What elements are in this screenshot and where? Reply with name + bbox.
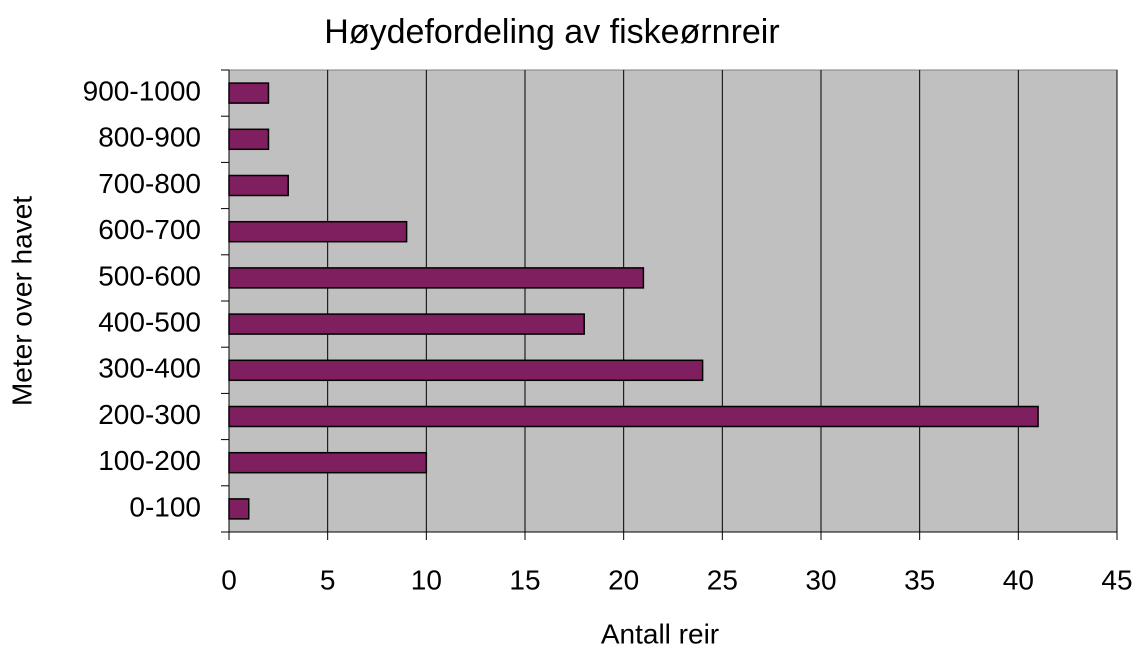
y-tick-label: 400-500 [98, 306, 201, 337]
x-tick-label: 0 [221, 564, 237, 595]
y-tick-label: 900-1000 [83, 75, 201, 106]
y-tick-label: 800-900 [98, 122, 201, 153]
bar [228, 405, 1039, 428]
x-tick-label: 5 [320, 564, 336, 595]
chart-title: Høydefordeling av fiskeørnreir [324, 13, 779, 51]
x-tick-label: 25 [707, 564, 738, 595]
y-axis-label: Meter over havet [6, 196, 37, 406]
x-tick-label: 20 [608, 564, 639, 595]
y-tick-label: 100-200 [98, 445, 201, 476]
x-tick-label: 35 [904, 564, 935, 595]
y-tick-label: 700-800 [98, 168, 201, 199]
x-tick-label: 15 [509, 564, 540, 595]
bar [228, 359, 704, 382]
bar [228, 128, 270, 151]
y-tick-label: 300-400 [98, 353, 201, 384]
bar [228, 220, 408, 243]
y-tick-label: 500-600 [98, 260, 201, 291]
bar [228, 174, 289, 197]
bar [228, 313, 585, 335]
y-tick-label: 0-100 [129, 491, 201, 522]
x-tick-label: 45 [1101, 564, 1132, 595]
y-tick-label: 200-300 [98, 399, 201, 430]
bar [228, 498, 250, 520]
x-tick-label: 10 [411, 564, 442, 595]
bar [228, 267, 645, 289]
x-tick-label: 30 [805, 564, 836, 595]
bar [228, 82, 270, 104]
x-axis-label: Antall reir [601, 618, 719, 649]
y-tick-label: 600-700 [98, 214, 201, 245]
x-tick-label: 40 [1003, 564, 1034, 595]
bar [228, 451, 428, 474]
